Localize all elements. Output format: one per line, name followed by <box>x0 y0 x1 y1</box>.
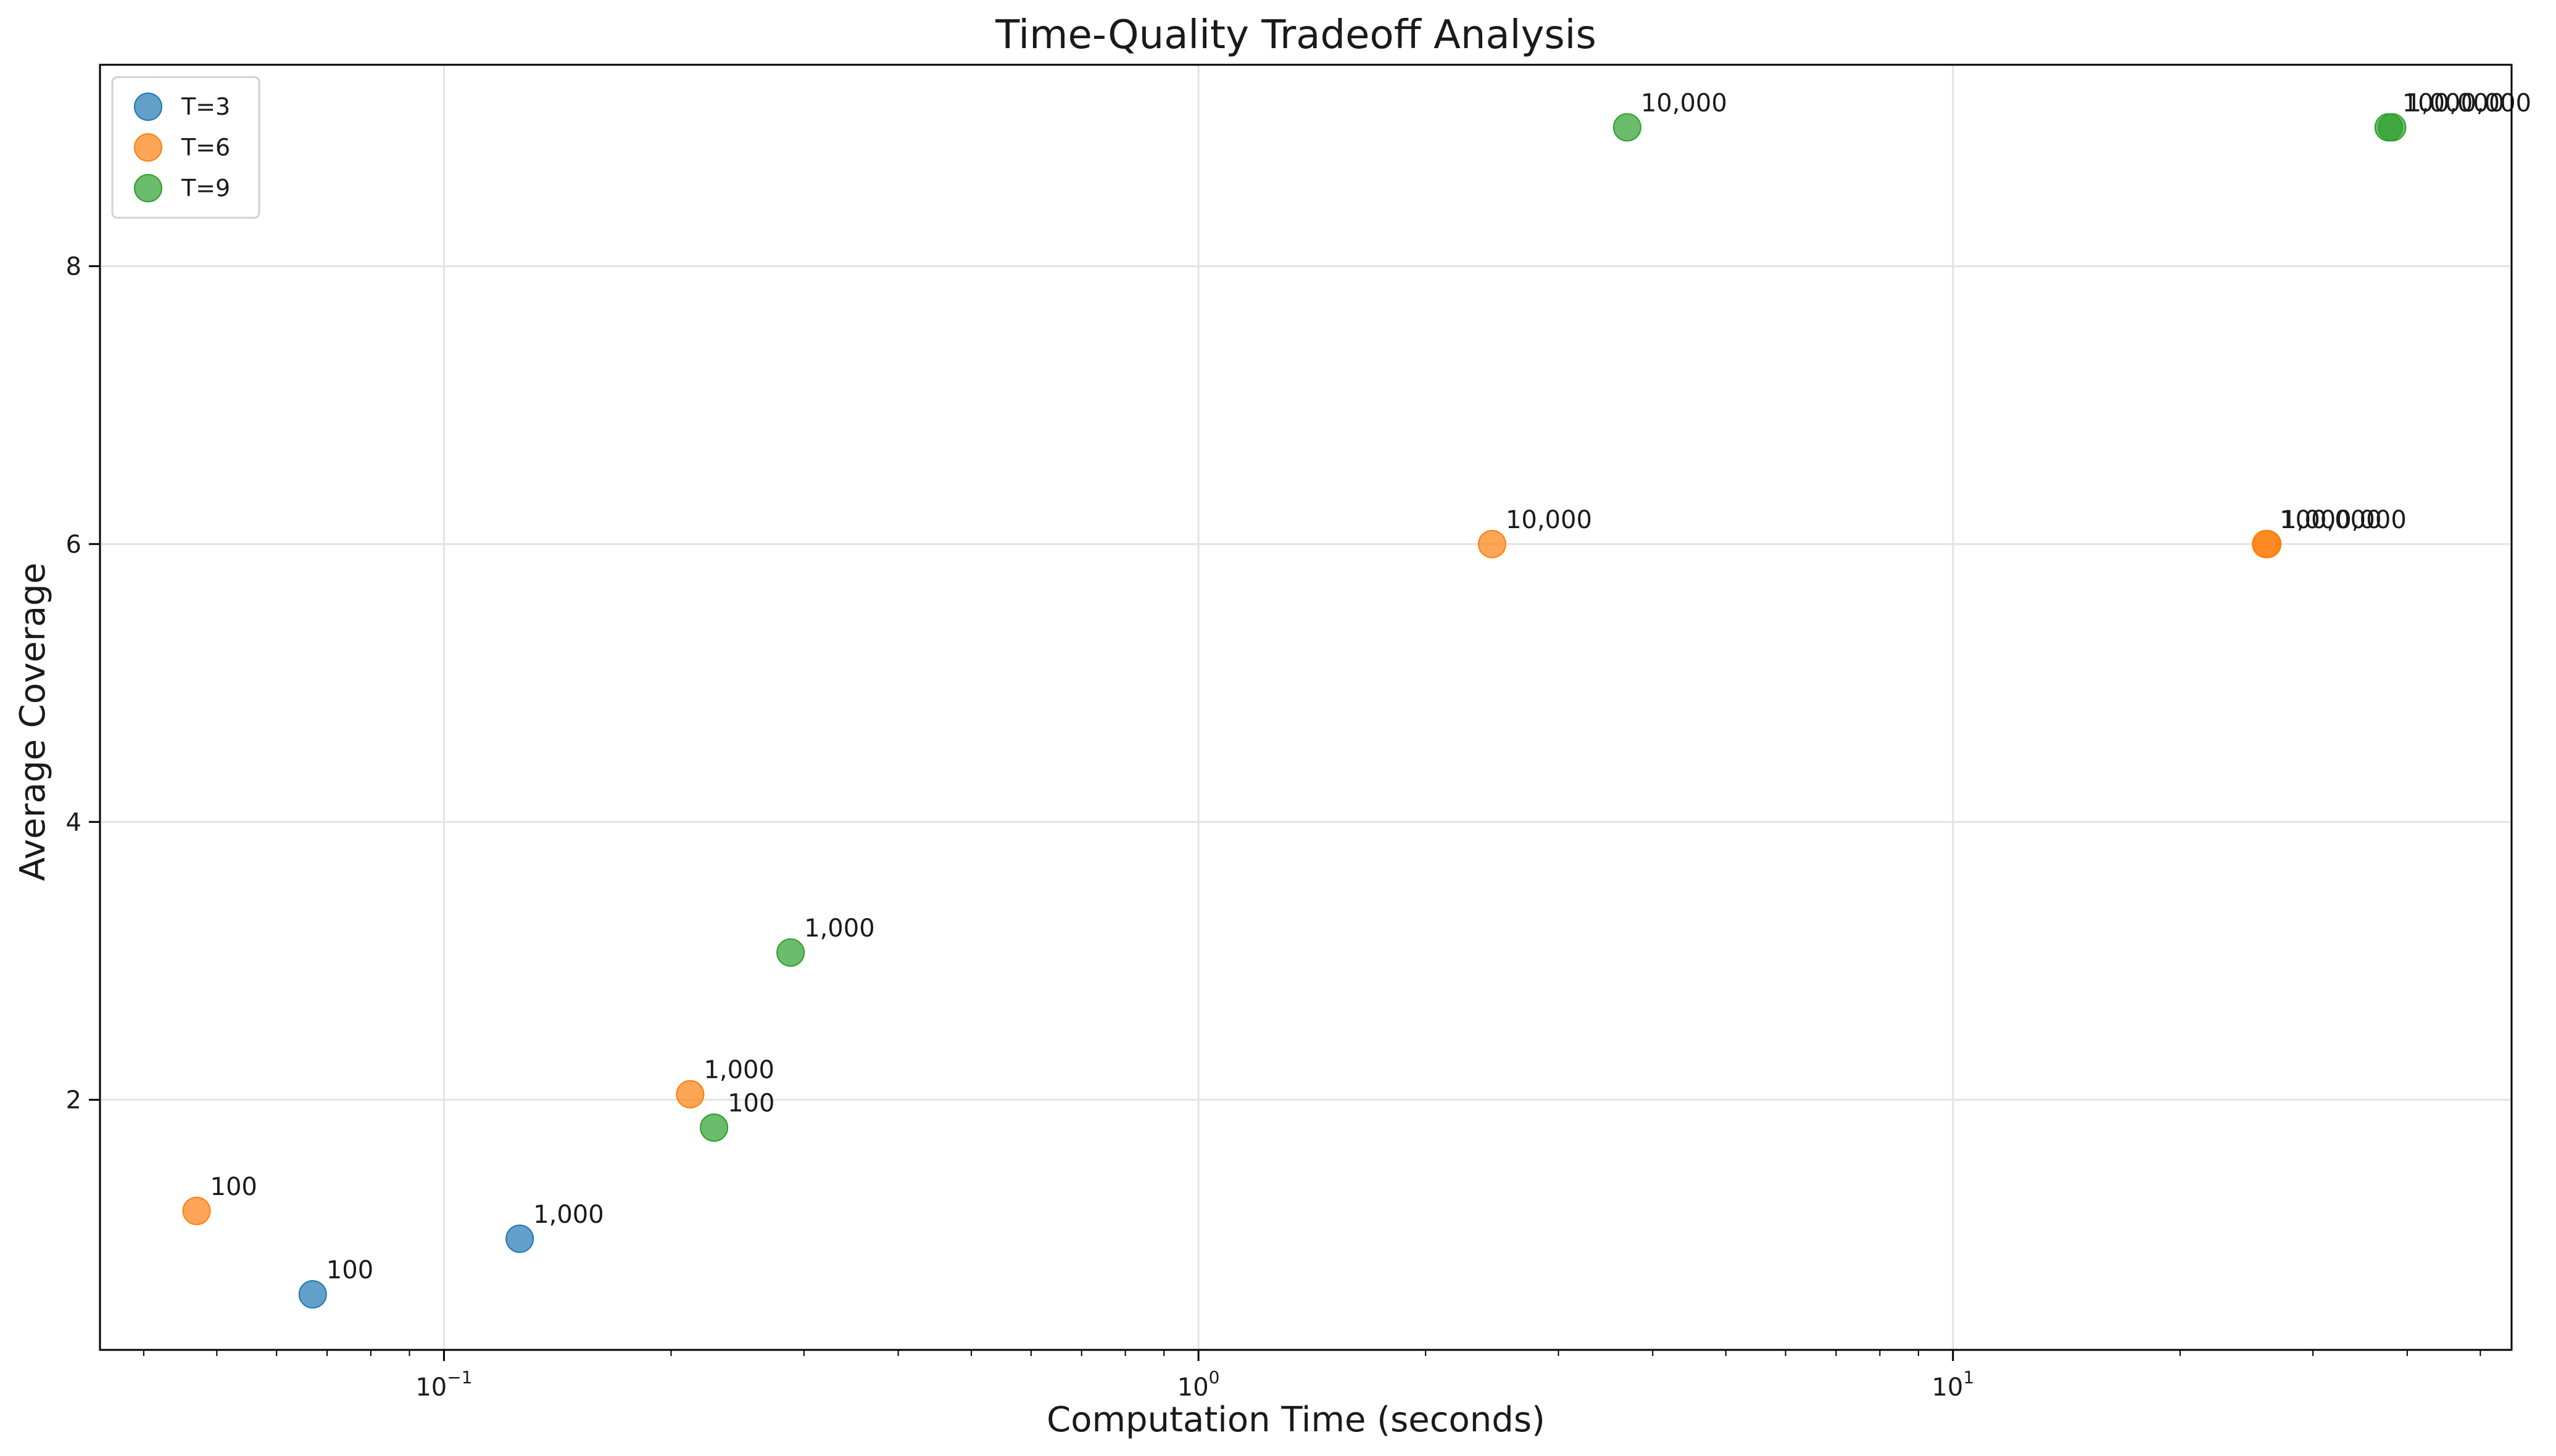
axis-ticks: 10−1 100 101 2 4 6 8 <box>66 253 2481 1402</box>
y-tick-label: 8 <box>66 253 81 281</box>
point-label: 1,000,000 <box>2405 89 2531 117</box>
legend-label: T=3 <box>181 93 230 120</box>
data-point <box>505 1224 534 1253</box>
y-tick-label: 6 <box>66 531 81 559</box>
point-label: 10,000 <box>1506 506 1592 534</box>
data-point <box>2253 529 2282 558</box>
y-tick-label: 2 <box>66 1086 81 1115</box>
x-axis-label: Computation Time (seconds) <box>1047 1400 1545 1440</box>
data-point <box>776 938 805 967</box>
data-point <box>1477 529 1506 558</box>
point-label: 100 <box>326 1256 373 1284</box>
x-tick-label: 100 <box>1177 1367 1220 1402</box>
data-point <box>1612 113 1641 142</box>
point-label: 100,000 <box>2280 506 2381 534</box>
data-point <box>182 1196 211 1225</box>
point-label: 10,000 <box>1641 89 1727 117</box>
point-label: 1,000,000 <box>2281 506 2407 534</box>
data-point <box>298 1280 327 1309</box>
point-label: 1,000 <box>703 1056 774 1085</box>
y-axis-label: Average Coverage <box>13 563 53 881</box>
grid-lines <box>100 65 2512 1350</box>
point-label: 100,000 <box>2402 89 2504 117</box>
x-tick-label: 10−1 <box>415 1367 472 1402</box>
legend-marker <box>134 174 162 202</box>
scatter-points <box>182 113 2407 1309</box>
legend: T=3 T=6 T=9 <box>111 76 260 219</box>
point-label: 100 <box>210 1173 257 1201</box>
point-label: 100 <box>728 1090 774 1118</box>
chart-title: Time-Quality Tradeoff Analysis <box>995 12 1596 58</box>
data-point <box>676 1080 705 1109</box>
x-tick-label: 101 <box>1932 1367 1974 1402</box>
y-tick-label: 4 <box>66 808 81 837</box>
data-point <box>2378 113 2407 142</box>
plot-frame <box>99 64 2513 1351</box>
legend-marker <box>134 93 162 121</box>
legend-label: T=6 <box>181 134 230 161</box>
point-label: 1,000 <box>533 1201 604 1229</box>
legend-label: T=9 <box>181 175 230 202</box>
data-point <box>700 1113 729 1142</box>
point-label: 1,000 <box>804 914 875 943</box>
legend-marker <box>134 133 162 162</box>
